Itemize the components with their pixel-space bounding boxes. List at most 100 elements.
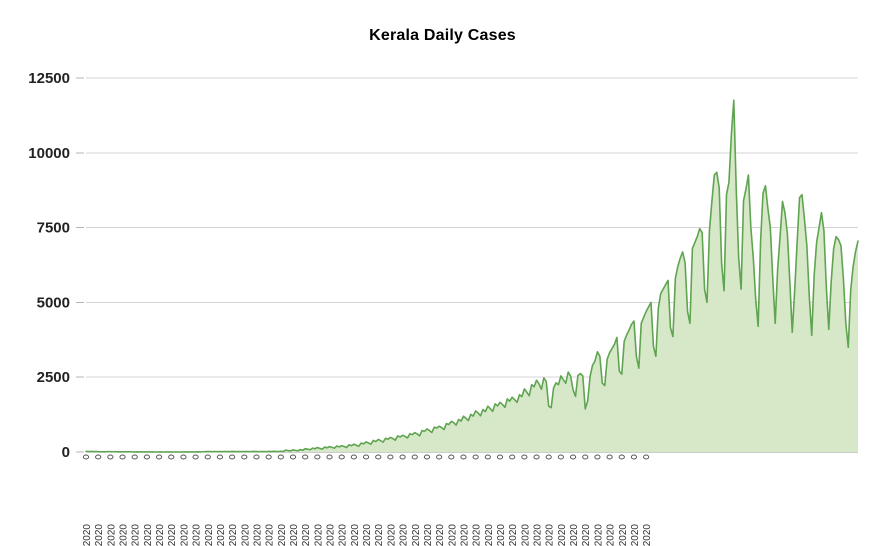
- x-tick-mark: [82, 454, 90, 460]
- x-tick-mark: [119, 454, 126, 460]
- x-tick-mark: [314, 454, 321, 460]
- x-tick-mark: [399, 454, 406, 460]
- x-tick-mark: [448, 454, 455, 460]
- x-tick-label: 22/06/2020: [301, 524, 312, 546]
- x-tick-mark: [204, 454, 211, 460]
- x-tick-mark: [630, 454, 638, 460]
- x-tick-label: 13/05/2020: [204, 524, 215, 546]
- x-tick-label: 04/11/2020: [630, 524, 641, 546]
- line-series: [85, 99, 859, 453]
- y-tick-label: 5000: [37, 294, 70, 311]
- x-tick-label: 12/06/2020: [277, 524, 288, 546]
- x-tick-label: 28/05/2020: [240, 524, 251, 546]
- x-tick-mark: [241, 454, 248, 460]
- x-tick-mark: [509, 454, 516, 460]
- x-tick-label: 28/04/2020: [167, 524, 178, 546]
- x-tick-label: 15/10/2020: [581, 524, 592, 546]
- x-tick-mark: [472, 454, 479, 460]
- y-tick-label: 12500: [28, 70, 70, 87]
- x-tick-mark: [411, 454, 418, 460]
- x-axis-ticks: 24/03/202029/03/202003/04/202008/04/2020…: [82, 454, 653, 546]
- x-tick-mark: [95, 454, 102, 460]
- x-tick-mark: [350, 454, 357, 460]
- x-tick-label: 17/06/2020: [289, 524, 300, 546]
- x-tick-label: 26/08/2020: [459, 524, 470, 546]
- x-tick-label: 22/07/2020: [374, 524, 385, 546]
- x-tick-mark: [192, 454, 199, 460]
- x-tick-mark: [289, 454, 297, 460]
- x-tick-label: 03/04/2020: [106, 524, 117, 546]
- x-tick-mark: [496, 454, 504, 460]
- x-tick-label: 07/07/2020: [338, 524, 349, 546]
- x-tick-label: 09/11/2020: [642, 524, 653, 546]
- x-tick-mark: [423, 454, 431, 460]
- x-tick-mark: [229, 454, 236, 460]
- x-tick-mark: [436, 454, 443, 460]
- x-tick-mark: [606, 454, 613, 460]
- x-tick-mark: [155, 454, 163, 460]
- x-tick-label: 25/10/2020: [606, 524, 617, 546]
- x-tick-label: 27/06/2020: [313, 524, 324, 546]
- x-tick-label: 18/04/2020: [143, 524, 154, 546]
- x-tick-label: 11/08/2020: [423, 524, 434, 546]
- y-tick-label: 0: [62, 444, 70, 461]
- x-tick-mark: [533, 454, 540, 460]
- x-tick-label: 30/10/2020: [618, 524, 629, 546]
- chart-title: Kerala Daily Cases: [369, 27, 516, 44]
- x-tick-label: 02/06/2020: [252, 524, 263, 546]
- y-tick-label: 10000: [28, 145, 70, 162]
- x-tick-label: 05/09/2020: [484, 524, 495, 546]
- x-tick-label: 24/03/2020: [82, 524, 93, 546]
- x-tick-label: 21/08/2020: [447, 524, 458, 546]
- x-tick-mark: [107, 454, 114, 460]
- x-tick-mark: [375, 454, 382, 460]
- x-tick-label: 12/07/2020: [350, 524, 361, 546]
- x-tick-mark: [460, 454, 467, 460]
- x-tick-mark: [253, 454, 260, 460]
- x-tick-mark: [168, 454, 175, 460]
- x-tick-label: 02/07/2020: [326, 524, 337, 546]
- y-tick-label: 2500: [37, 369, 70, 386]
- x-tick-mark: [302, 454, 309, 460]
- x-tick-label: 07/06/2020: [265, 524, 276, 546]
- x-tick-label: 10/09/2020: [496, 524, 507, 546]
- x-tick-label: 06/08/2020: [411, 524, 422, 546]
- area-fill: [86, 100, 858, 452]
- x-tick-mark: [557, 454, 564, 460]
- x-tick-mark: [484, 454, 491, 460]
- x-tick-label: 29/03/2020: [94, 524, 105, 546]
- x-tick-mark: [131, 454, 138, 460]
- x-tick-label: 1/08/2020: [399, 524, 410, 546]
- x-tick-mark: [545, 454, 552, 460]
- x-tick-mark: [338, 454, 345, 460]
- x-tick-label: 30/09/2020: [545, 524, 556, 546]
- x-tick-mark: [143, 454, 150, 460]
- x-tick-label: 23/04/2020: [155, 524, 166, 546]
- y-axis-ticks: 0 2500 5000 7500 10000 12500: [28, 70, 84, 461]
- x-tick-label: 08/04/2020: [119, 524, 130, 546]
- x-tick-mark: [180, 454, 187, 460]
- x-tick-label: 03/05/2020: [179, 524, 190, 546]
- x-tick-label: 20/10/2020: [593, 524, 604, 546]
- x-tick-mark: [582, 454, 589, 460]
- x-tick-mark: [569, 454, 577, 460]
- x-tick-label: 27/07/2020: [386, 524, 397, 546]
- x-tick-mark: [277, 454, 284, 460]
- x-tick-mark: [594, 454, 601, 460]
- x-tick-mark: [618, 454, 625, 460]
- x-tick-label: 05/10/2020: [557, 524, 568, 546]
- x-tick-mark: [521, 454, 528, 460]
- x-tick-label: 17/07/2020: [362, 524, 373, 546]
- x-tick-label: 20/09/2020: [520, 524, 531, 546]
- x-tick-label: 31/08/2020: [472, 524, 483, 546]
- x-tick-mark: [362, 454, 370, 460]
- x-tick-mark: [326, 454, 333, 460]
- x-tick-label: 15/09/2020: [508, 524, 519, 546]
- x-tick-mark: [216, 454, 224, 460]
- x-tick-label: 16/08/2020: [435, 524, 446, 546]
- x-tick-label: 23/05/2020: [228, 524, 239, 546]
- y-tick-label: 7500: [37, 220, 70, 237]
- x-tick-mark: [643, 454, 650, 460]
